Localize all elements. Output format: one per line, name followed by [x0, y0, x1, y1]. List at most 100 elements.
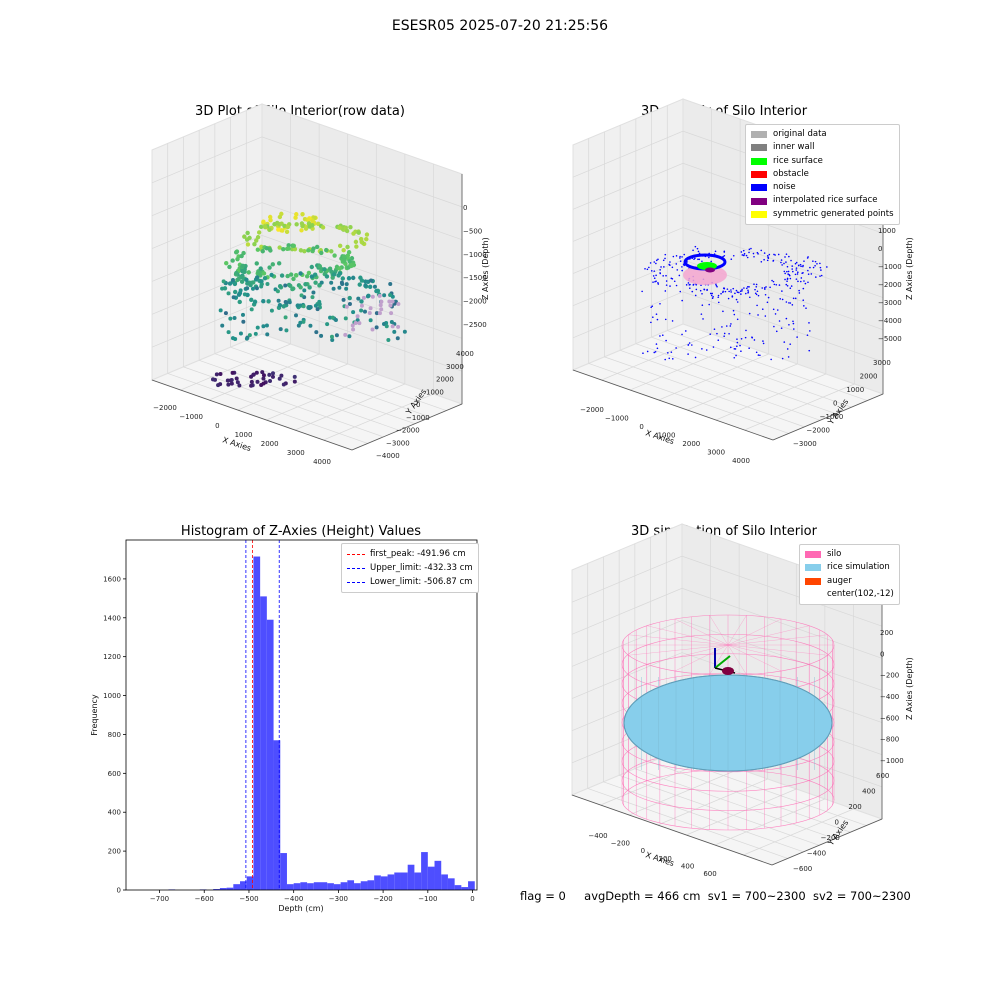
noise-point — [711, 297, 714, 299]
data-point — [283, 300, 288, 305]
data-point — [249, 297, 254, 303]
data-point — [339, 226, 345, 231]
data-point — [310, 223, 315, 228]
data-point — [338, 223, 343, 228]
data-point — [251, 372, 256, 377]
data-point — [337, 266, 342, 271]
data-point — [395, 336, 400, 341]
data-point — [287, 298, 292, 303]
data-point — [302, 223, 307, 229]
data-point — [269, 308, 274, 313]
data-point — [377, 293, 382, 298]
legend-item: auger — [805, 575, 894, 588]
data-point — [309, 221, 314, 227]
data-point — [251, 372, 256, 377]
legend-item: rice simulation — [805, 561, 894, 574]
data-point — [389, 304, 394, 309]
noise-point — [693, 258, 695, 261]
data-point — [302, 295, 307, 300]
x-axis-line — [151, 379, 353, 451]
noise-point — [768, 253, 771, 256]
histogram-bar — [226, 887, 234, 890]
grid-line — [600, 758, 711, 806]
legend-item: original data — [751, 128, 894, 141]
data-point — [312, 215, 317, 221]
noise-point — [713, 328, 716, 330]
data-point — [353, 239, 359, 245]
data-point — [244, 336, 249, 341]
data-point — [363, 283, 368, 288]
noise-point — [662, 259, 665, 262]
noise-point — [698, 258, 701, 261]
tick-label: −3000 — [793, 440, 817, 448]
data-point — [370, 327, 375, 332]
legend-swatch — [805, 577, 821, 585]
data-point — [307, 216, 312, 221]
noise-point — [781, 298, 784, 301]
noise-point — [694, 282, 697, 285]
data-point — [239, 253, 244, 259]
noise-point — [650, 306, 652, 309]
data-point — [294, 222, 299, 227]
noise-point — [736, 301, 739, 303]
noise-point — [642, 352, 644, 355]
data-point — [257, 278, 262, 283]
data-point — [232, 281, 238, 287]
data-point — [313, 215, 318, 221]
data-point — [389, 320, 394, 325]
data-point — [255, 379, 260, 384]
data-point — [237, 266, 242, 271]
noise-point — [717, 301, 720, 304]
noise-point — [720, 292, 722, 295]
legend-swatch — [751, 210, 767, 218]
data-point — [294, 313, 299, 318]
data-point — [402, 329, 407, 334]
data-point — [379, 299, 384, 304]
data-point — [242, 266, 247, 271]
data-point — [351, 262, 357, 268]
data-point — [256, 270, 261, 276]
data-point — [336, 273, 341, 278]
tick-label: 0 — [835, 819, 839, 827]
noise-point — [659, 335, 661, 337]
tick-label: 1000 — [878, 227, 896, 235]
noise-point — [679, 260, 682, 263]
noise-point — [748, 248, 751, 251]
legend-label: interpolated rice surface — [773, 195, 878, 206]
data-point — [343, 225, 348, 230]
data-point — [255, 235, 261, 240]
grid-line — [571, 652, 883, 723]
data-point — [270, 374, 275, 379]
noise-point — [740, 350, 742, 353]
data-point — [250, 383, 255, 388]
noise-point — [792, 322, 795, 325]
noise-point — [703, 288, 705, 291]
data-point — [230, 278, 235, 283]
legend-swatch — [751, 131, 767, 139]
noise-point — [659, 269, 661, 271]
data-point — [262, 276, 268, 281]
data-point — [237, 290, 243, 296]
data-point — [337, 285, 342, 290]
data-point — [261, 324, 266, 329]
data-point — [337, 270, 343, 275]
noise-point — [707, 283, 710, 286]
data-point — [265, 275, 270, 280]
noise-point — [748, 251, 750, 254]
data-point — [255, 271, 260, 276]
silo-ring — [621, 711, 835, 773]
pane-left — [572, 98, 684, 371]
noise-point — [691, 257, 694, 260]
noise-point — [699, 289, 702, 292]
rice-surface — [623, 674, 833, 772]
legend-line — [347, 581, 365, 583]
data-point — [293, 272, 299, 278]
grid-line — [572, 259, 884, 331]
noise-point — [730, 323, 732, 325]
auger-axis-y — [714, 655, 731, 669]
histogram-bar — [219, 888, 227, 890]
tick-label: 0 — [878, 245, 882, 253]
data-point — [341, 297, 346, 302]
noise-point — [767, 256, 769, 259]
legend-item: Upper_limit: -432.33 cm — [347, 561, 473, 575]
